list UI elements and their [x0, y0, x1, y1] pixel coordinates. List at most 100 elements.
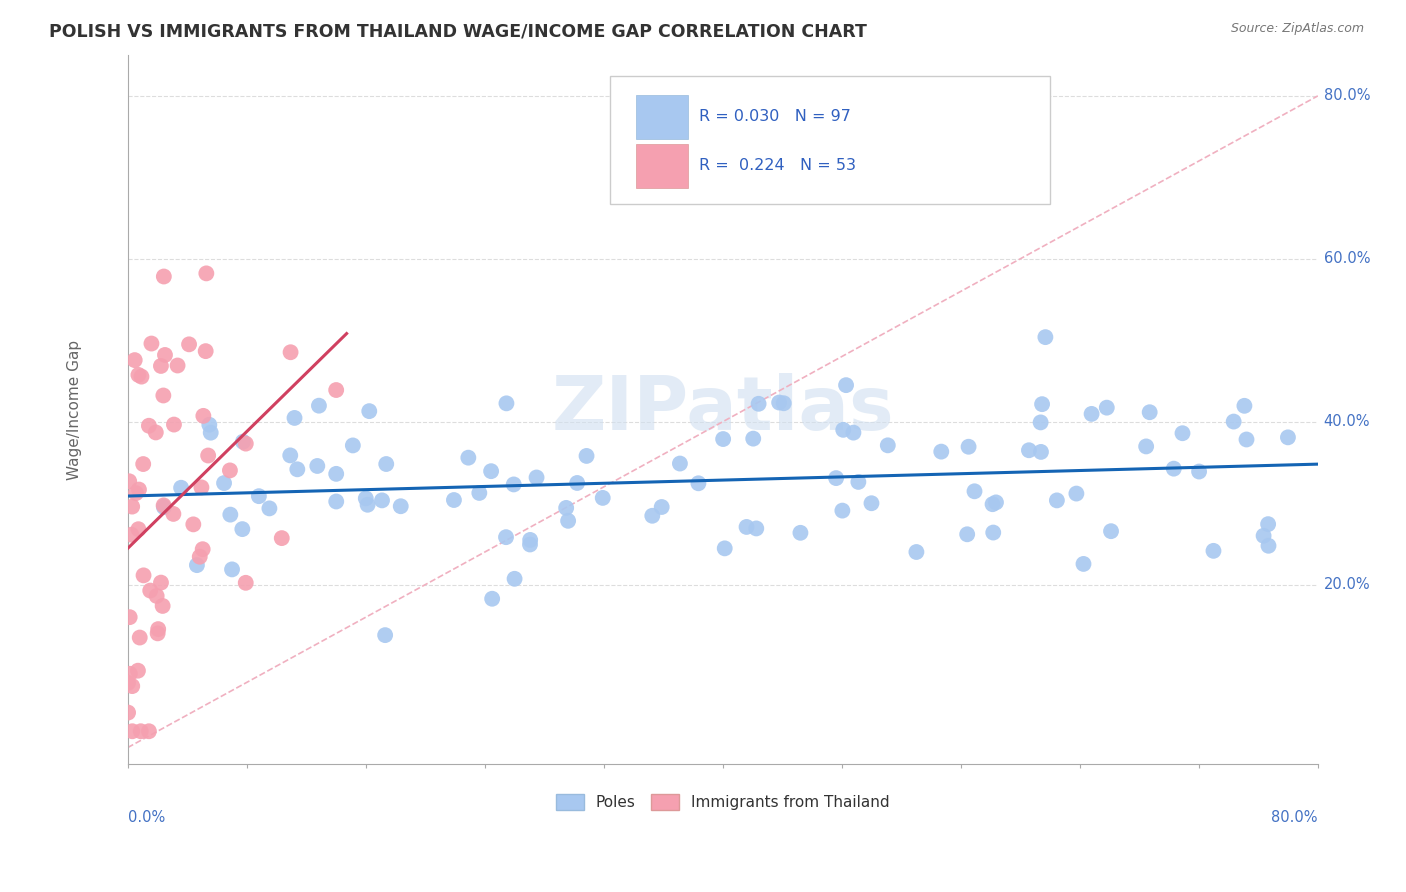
Point	[177, 337, 200, 351]
Point	[789, 525, 811, 540]
Point	[641, 508, 664, 523]
Point	[1277, 430, 1299, 444]
Text: Source: ZipAtlas.com: Source: ZipAtlas.com	[1230, 22, 1364, 36]
Point	[120, 527, 142, 541]
Point	[148, 622, 170, 636]
Point	[186, 558, 208, 573]
Point	[163, 417, 186, 432]
Point	[325, 494, 347, 508]
Point	[118, 475, 141, 489]
Point	[354, 491, 377, 506]
Point	[359, 404, 381, 418]
Point	[232, 434, 254, 449]
Point	[375, 457, 398, 471]
Point	[247, 489, 270, 503]
Point	[166, 359, 188, 373]
Point	[138, 418, 160, 433]
Point	[193, 409, 215, 423]
Point	[125, 486, 148, 500]
Point	[1253, 529, 1275, 543]
Point	[519, 537, 541, 551]
Point	[188, 549, 211, 564]
Point	[443, 493, 465, 508]
Point	[235, 436, 257, 450]
Point	[651, 500, 673, 514]
Text: 80.0%: 80.0%	[1324, 88, 1371, 103]
Point	[389, 500, 412, 514]
Point	[1080, 407, 1102, 421]
Point	[742, 432, 765, 446]
Point	[197, 449, 219, 463]
Point	[121, 500, 143, 514]
Point	[768, 395, 790, 409]
Point	[502, 477, 524, 491]
Text: Wage/Income Gap: Wage/Income Gap	[66, 340, 82, 480]
Point	[1066, 486, 1088, 500]
Point	[325, 383, 347, 397]
Point	[495, 530, 517, 544]
Point	[121, 679, 143, 693]
Point	[194, 344, 217, 359]
Point	[283, 411, 305, 425]
Point	[259, 501, 281, 516]
Point	[325, 467, 347, 481]
FancyBboxPatch shape	[610, 77, 1050, 204]
Point	[307, 458, 329, 473]
Point	[153, 348, 176, 362]
Point	[1257, 539, 1279, 553]
Point	[1163, 461, 1185, 475]
Point	[1029, 445, 1052, 459]
Point	[1029, 416, 1052, 430]
Point	[152, 499, 174, 513]
Point	[231, 522, 253, 536]
Bar	[636, 95, 689, 139]
Point	[848, 475, 870, 489]
Point	[356, 498, 378, 512]
Text: R =  0.224   N = 53: R = 0.224 N = 53	[699, 158, 856, 173]
Point	[592, 491, 614, 505]
Point	[984, 495, 1007, 509]
Point	[145, 425, 167, 440]
Text: ZIPatlas: ZIPatlas	[551, 373, 894, 446]
Point	[745, 521, 768, 535]
Point	[669, 457, 692, 471]
Point	[567, 475, 589, 490]
Point	[825, 471, 848, 485]
Text: POLISH VS IMMIGRANTS FROM THAILAND WAGE/INCOME GAP CORRELATION CHART: POLISH VS IMMIGRANTS FROM THAILAND WAGE/…	[49, 22, 868, 40]
Point	[555, 500, 578, 515]
Point	[495, 396, 517, 410]
Point	[1171, 426, 1194, 441]
Point	[374, 628, 396, 642]
Point	[1135, 439, 1157, 453]
Text: 80.0%: 80.0%	[1271, 810, 1317, 825]
Point	[221, 562, 243, 576]
Point	[842, 425, 865, 440]
Point	[127, 368, 149, 382]
Point	[139, 583, 162, 598]
Point	[1046, 493, 1069, 508]
Point	[1099, 524, 1122, 538]
Point	[138, 724, 160, 739]
Point	[128, 483, 150, 497]
Point	[129, 724, 152, 739]
Point	[905, 545, 928, 559]
Point	[280, 345, 302, 359]
Point	[772, 396, 794, 410]
Point	[481, 591, 503, 606]
Point	[860, 496, 883, 510]
Point	[308, 399, 330, 413]
Legend: Poles, Immigrants from Thailand: Poles, Immigrants from Thailand	[550, 789, 896, 816]
Point	[503, 572, 526, 586]
Point	[1233, 399, 1256, 413]
Point	[1257, 517, 1279, 532]
Point	[956, 527, 979, 541]
Point	[713, 541, 735, 556]
Point	[963, 484, 986, 499]
Point	[127, 522, 149, 536]
Point	[145, 589, 167, 603]
Point	[128, 631, 150, 645]
Point	[468, 486, 491, 500]
Point	[278, 449, 301, 463]
Point	[1188, 465, 1211, 479]
Point	[371, 493, 394, 508]
